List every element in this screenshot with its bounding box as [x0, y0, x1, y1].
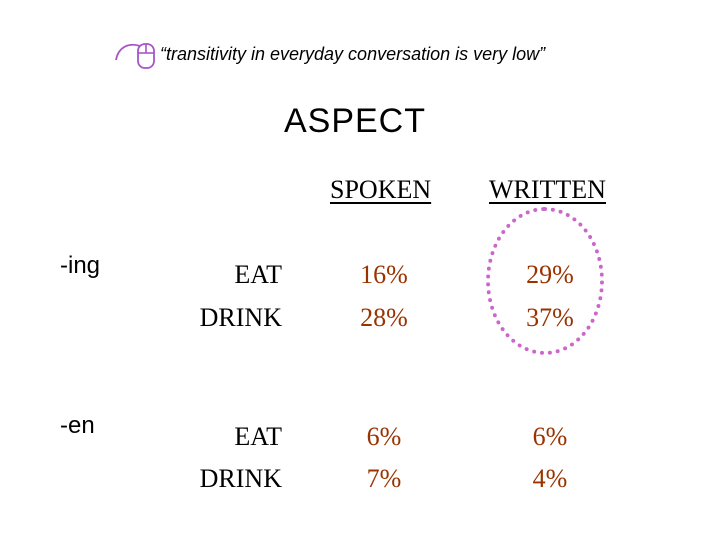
value-en-drink-spoken: 7%	[366, 464, 402, 493]
column-header-spoken: SPOKEN	[330, 175, 432, 204]
quote-text: “transitivity in everyday conversation i…	[160, 43, 546, 64]
mouse-icon	[115, 43, 155, 69]
value-en-drink-written: 4%	[532, 464, 568, 493]
verb-drink: DRINK	[199, 303, 282, 332]
value-ing-drink-spoken: 28%	[360, 303, 408, 332]
slide-title: ASPECT	[283, 102, 427, 140]
value-ing-eat-spoken: 16%	[360, 260, 408, 289]
value-ing-eat-written: 29%	[526, 260, 574, 289]
value-en-eat-spoken: 6%	[366, 422, 402, 451]
value-ing-drink-written: 37%	[526, 303, 574, 332]
value-en-eat-written: 6%	[532, 422, 568, 451]
suffix-ing: -ing	[60, 252, 101, 279]
column-header-written: WRITTEN	[489, 175, 606, 204]
quote-line: “transitivity in everyday conversation i…	[112, 38, 545, 70]
dotted-circle-highlight	[486, 207, 604, 355]
verb-drink: DRINK	[199, 464, 282, 493]
verb-eat: EAT	[234, 422, 282, 451]
verb-eat: EAT	[234, 260, 282, 289]
suffix-en: -en	[60, 412, 95, 439]
